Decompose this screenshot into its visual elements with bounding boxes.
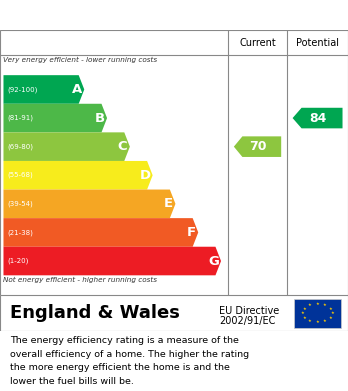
Polygon shape bbox=[3, 218, 198, 247]
Text: ★: ★ bbox=[316, 320, 319, 325]
Text: ★: ★ bbox=[329, 307, 332, 310]
Text: ★: ★ bbox=[308, 303, 312, 307]
Text: Very energy efficient - lower running costs: Very energy efficient - lower running co… bbox=[3, 57, 158, 63]
Text: (1-20): (1-20) bbox=[8, 258, 29, 264]
Text: B: B bbox=[95, 111, 105, 125]
Text: (81-91): (81-91) bbox=[8, 115, 34, 121]
Polygon shape bbox=[3, 75, 84, 104]
Text: (69-80): (69-80) bbox=[8, 143, 34, 150]
Text: England & Wales: England & Wales bbox=[10, 304, 180, 322]
Text: ★: ★ bbox=[303, 316, 306, 320]
Text: ★: ★ bbox=[323, 319, 327, 323]
Text: E: E bbox=[164, 197, 173, 210]
Text: Not energy efficient - higher running costs: Not energy efficient - higher running co… bbox=[3, 277, 158, 283]
Polygon shape bbox=[3, 247, 221, 275]
Text: (55-68): (55-68) bbox=[8, 172, 33, 179]
Bar bbox=[0, 30, 228, 295]
Polygon shape bbox=[3, 161, 153, 190]
Text: ★: ★ bbox=[316, 302, 319, 306]
Text: overall efficiency of a home. The higher the rating: overall efficiency of a home. The higher… bbox=[10, 350, 250, 359]
Bar bbox=[294, 299, 341, 328]
Text: C: C bbox=[118, 140, 127, 153]
Polygon shape bbox=[234, 136, 281, 157]
Text: (92-100): (92-100) bbox=[8, 86, 38, 93]
Text: ★: ★ bbox=[331, 311, 334, 315]
Text: EU Directive: EU Directive bbox=[219, 307, 279, 316]
Polygon shape bbox=[293, 108, 342, 128]
Text: A: A bbox=[72, 83, 82, 96]
Text: Energy Efficiency Rating: Energy Efficiency Rating bbox=[10, 7, 232, 23]
Text: The energy efficiency rating is a measure of the: The energy efficiency rating is a measur… bbox=[10, 336, 239, 345]
Text: D: D bbox=[140, 169, 151, 182]
Polygon shape bbox=[3, 133, 130, 161]
Text: ★: ★ bbox=[323, 303, 327, 307]
Text: 2002/91/EC: 2002/91/EC bbox=[219, 316, 276, 326]
Text: (39-54): (39-54) bbox=[8, 201, 33, 207]
Text: Current: Current bbox=[239, 38, 276, 48]
Text: ★: ★ bbox=[308, 319, 312, 323]
Text: ★: ★ bbox=[301, 311, 304, 315]
Text: G: G bbox=[208, 255, 219, 267]
Text: ★: ★ bbox=[303, 307, 306, 310]
Text: ★: ★ bbox=[329, 316, 332, 320]
Polygon shape bbox=[3, 190, 175, 218]
Text: (21-38): (21-38) bbox=[8, 229, 33, 236]
Text: lower the fuel bills will be.: lower the fuel bills will be. bbox=[10, 377, 134, 386]
Text: Potential: Potential bbox=[296, 38, 339, 48]
Text: the more energy efficient the home is and the: the more energy efficient the home is an… bbox=[10, 364, 230, 373]
Polygon shape bbox=[3, 104, 107, 133]
Text: F: F bbox=[187, 226, 196, 239]
Text: 84: 84 bbox=[309, 111, 326, 125]
Text: 70: 70 bbox=[249, 140, 266, 153]
